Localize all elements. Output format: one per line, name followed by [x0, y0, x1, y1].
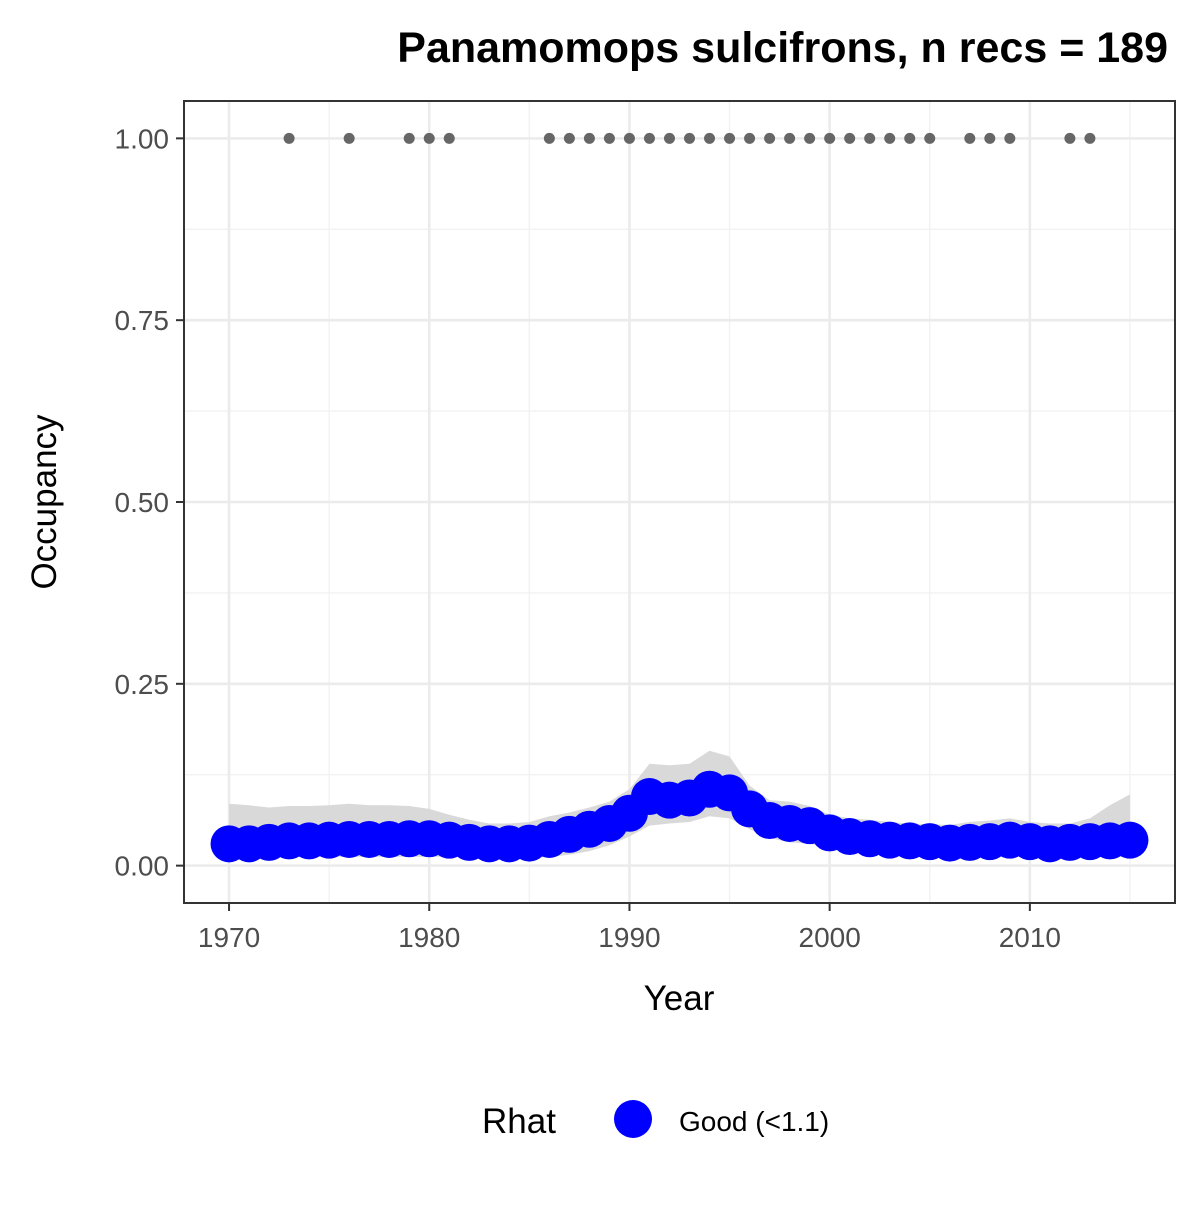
x-tick-label: 1970 — [198, 922, 260, 953]
x-axis-title: Year — [644, 979, 715, 1018]
occupancy-series — [210, 770, 1149, 863]
detection-point — [684, 132, 696, 144]
y-axis-title: Occupancy — [25, 414, 64, 590]
detection-point — [663, 132, 675, 144]
chart-title: Panamomops sulcifrons, n recs = 189 — [397, 24, 1168, 72]
legend-key-good — [614, 1100, 652, 1138]
detection-point — [924, 132, 936, 144]
y-tick-label: 0.25 — [115, 669, 170, 700]
detection-point — [804, 132, 816, 144]
detection-point — [1084, 132, 1096, 144]
detection-point — [1004, 132, 1016, 144]
detection-point — [824, 132, 836, 144]
detection-points — [283, 132, 1096, 144]
detection-point — [423, 132, 435, 144]
detection-point — [744, 132, 756, 144]
data-point — [1111, 821, 1149, 859]
axes: 0.00 0.25 0.50 0.75 1.00 1970 1980 1990 2000 2010 — [115, 123, 1062, 953]
legend-title: Rhat — [482, 1102, 556, 1141]
detection-point — [543, 132, 555, 144]
detection-point — [704, 132, 716, 144]
detection-point — [623, 132, 635, 144]
detection-point — [724, 132, 736, 144]
detection-point — [784, 132, 796, 144]
detection-point — [583, 132, 595, 144]
detection-point — [643, 132, 655, 144]
detection-point — [283, 132, 295, 144]
detection-point — [884, 132, 896, 144]
detection-point — [403, 132, 415, 144]
detection-point — [984, 132, 996, 144]
x-tick-label: 2010 — [999, 922, 1061, 953]
detection-point — [443, 132, 455, 144]
detection-point — [764, 132, 776, 144]
y-tick-label: 0.50 — [115, 487, 170, 518]
legend: Rhat Good (<1.1) — [482, 1100, 829, 1141]
detection-point — [964, 132, 976, 144]
detection-point — [603, 132, 615, 144]
detection-point — [563, 132, 575, 144]
legend-label-good: Good (<1.1) — [679, 1106, 829, 1137]
x-tick-label: 1980 — [398, 922, 460, 953]
x-tick-label: 1990 — [598, 922, 660, 953]
y-tick-label: 1.00 — [115, 123, 170, 154]
detection-point — [904, 132, 916, 144]
detection-point — [343, 132, 355, 144]
detection-point — [1064, 132, 1076, 144]
detection-point — [844, 132, 856, 144]
y-tick-label: 0.00 — [115, 851, 170, 882]
detection-point — [864, 132, 876, 144]
y-tick-label: 0.75 — [115, 305, 170, 336]
x-tick-label: 2000 — [799, 922, 861, 953]
